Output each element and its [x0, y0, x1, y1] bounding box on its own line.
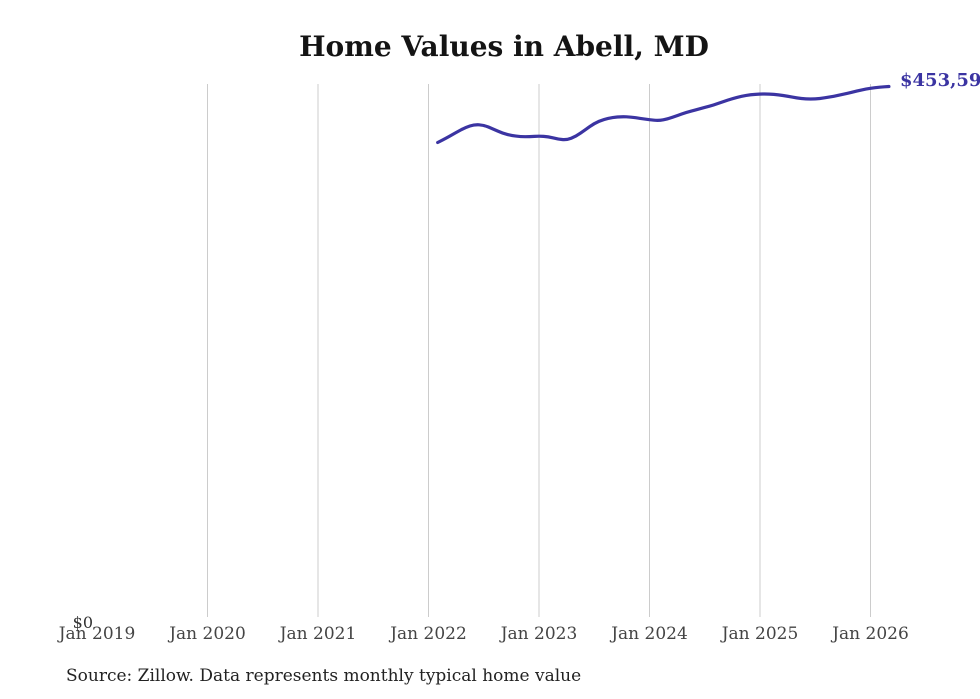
home-value-line [436, 84, 891, 145]
x-tick-label-jan-2023: Jan 2023 [500, 624, 578, 644]
x-tick-label-jan-2025: Jan 2025 [721, 624, 799, 644]
chart-title: Home Values in Abell, MD [299, 30, 709, 63]
end-value-label: $453,595 [900, 70, 980, 91]
x-tick-label-jan-2019: Jan 2019 [58, 624, 136, 644]
x-tick-label-jan-2022: Jan 2022 [390, 624, 467, 644]
x-tick-label-jan-2024: Jan 2024 [611, 624, 688, 644]
x-tick-label-jan-2021: Jan 2021 [279, 624, 357, 644]
y-axis-zero-label: $0 [72, 613, 93, 632]
source-note: Source: Zillow. Data represents monthly … [66, 666, 582, 686]
x-tick-label-jan-2020: Jan 2020 [169, 624, 246, 644]
x-tick-label-jan-2026: Jan 2026 [832, 624, 909, 644]
